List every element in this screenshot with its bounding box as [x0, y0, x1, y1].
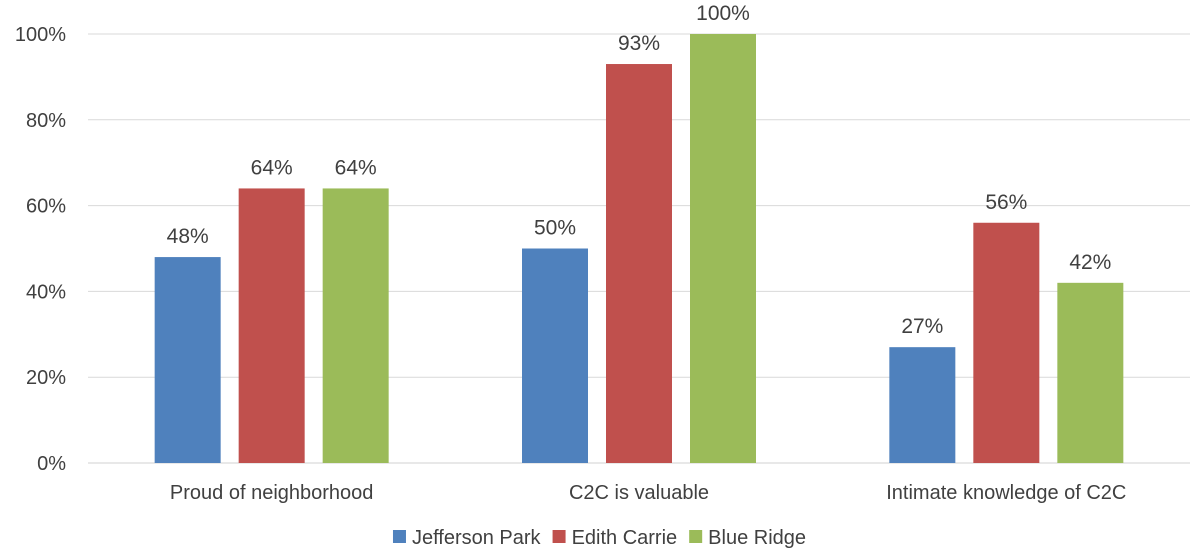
x-axis-categories: Proud of neighborhood C2C is valuable Inti…: [170, 482, 1126, 504]
data-label: 64%: [251, 156, 293, 179]
data-label: 64%: [335, 156, 377, 179]
legend: Jefferson Park Edith Carrie Blue Ridge: [392, 527, 806, 549]
data-label: 42%: [1069, 251, 1111, 274]
legend-label: Jefferson Park: [412, 527, 542, 549]
y-tick-label: 80%: [26, 110, 66, 132]
legend-swatch: [689, 530, 703, 543]
legend-label: Edith Carrie: [572, 527, 678, 549]
bar: [973, 222, 1040, 463]
y-tick-label: 60%: [26, 196, 66, 218]
data-labels: 48% 64% 64% 50% 93% 100% 27% 56% 42%: [167, 2, 1112, 338]
bar: [889, 347, 956, 463]
bar: [322, 188, 389, 463]
legend-swatch: [392, 530, 406, 543]
bar: [1057, 282, 1124, 463]
y-tick-label: 40%: [26, 281, 66, 303]
data-label: 27%: [901, 315, 943, 338]
category-label: C2C is valuable: [569, 482, 709, 504]
y-tick-label: 0%: [37, 453, 66, 475]
bar: [154, 257, 221, 463]
bar: [522, 248, 588, 463]
data-label: 48%: [167, 225, 209, 248]
y-tick-label: 100%: [15, 24, 66, 46]
bar: [690, 34, 756, 463]
data-label: 50%: [534, 217, 576, 240]
category-label: Proud of neighborhood: [170, 482, 374, 504]
y-tick-label: 20%: [26, 367, 66, 389]
legend-label: Blue Ridge: [708, 527, 806, 549]
bar: [238, 188, 305, 463]
data-label: 93%: [618, 32, 660, 55]
y-axis-ticks: 0% 20% 40% 60% 80% 100%: [15, 24, 66, 475]
legend-swatch: [552, 530, 566, 543]
bars: [154, 34, 1124, 463]
bar: [606, 64, 672, 463]
data-label: 100%: [696, 2, 750, 25]
data-label: 56%: [985, 191, 1027, 214]
category-label: Intimate knowledge of C2C: [886, 482, 1126, 504]
